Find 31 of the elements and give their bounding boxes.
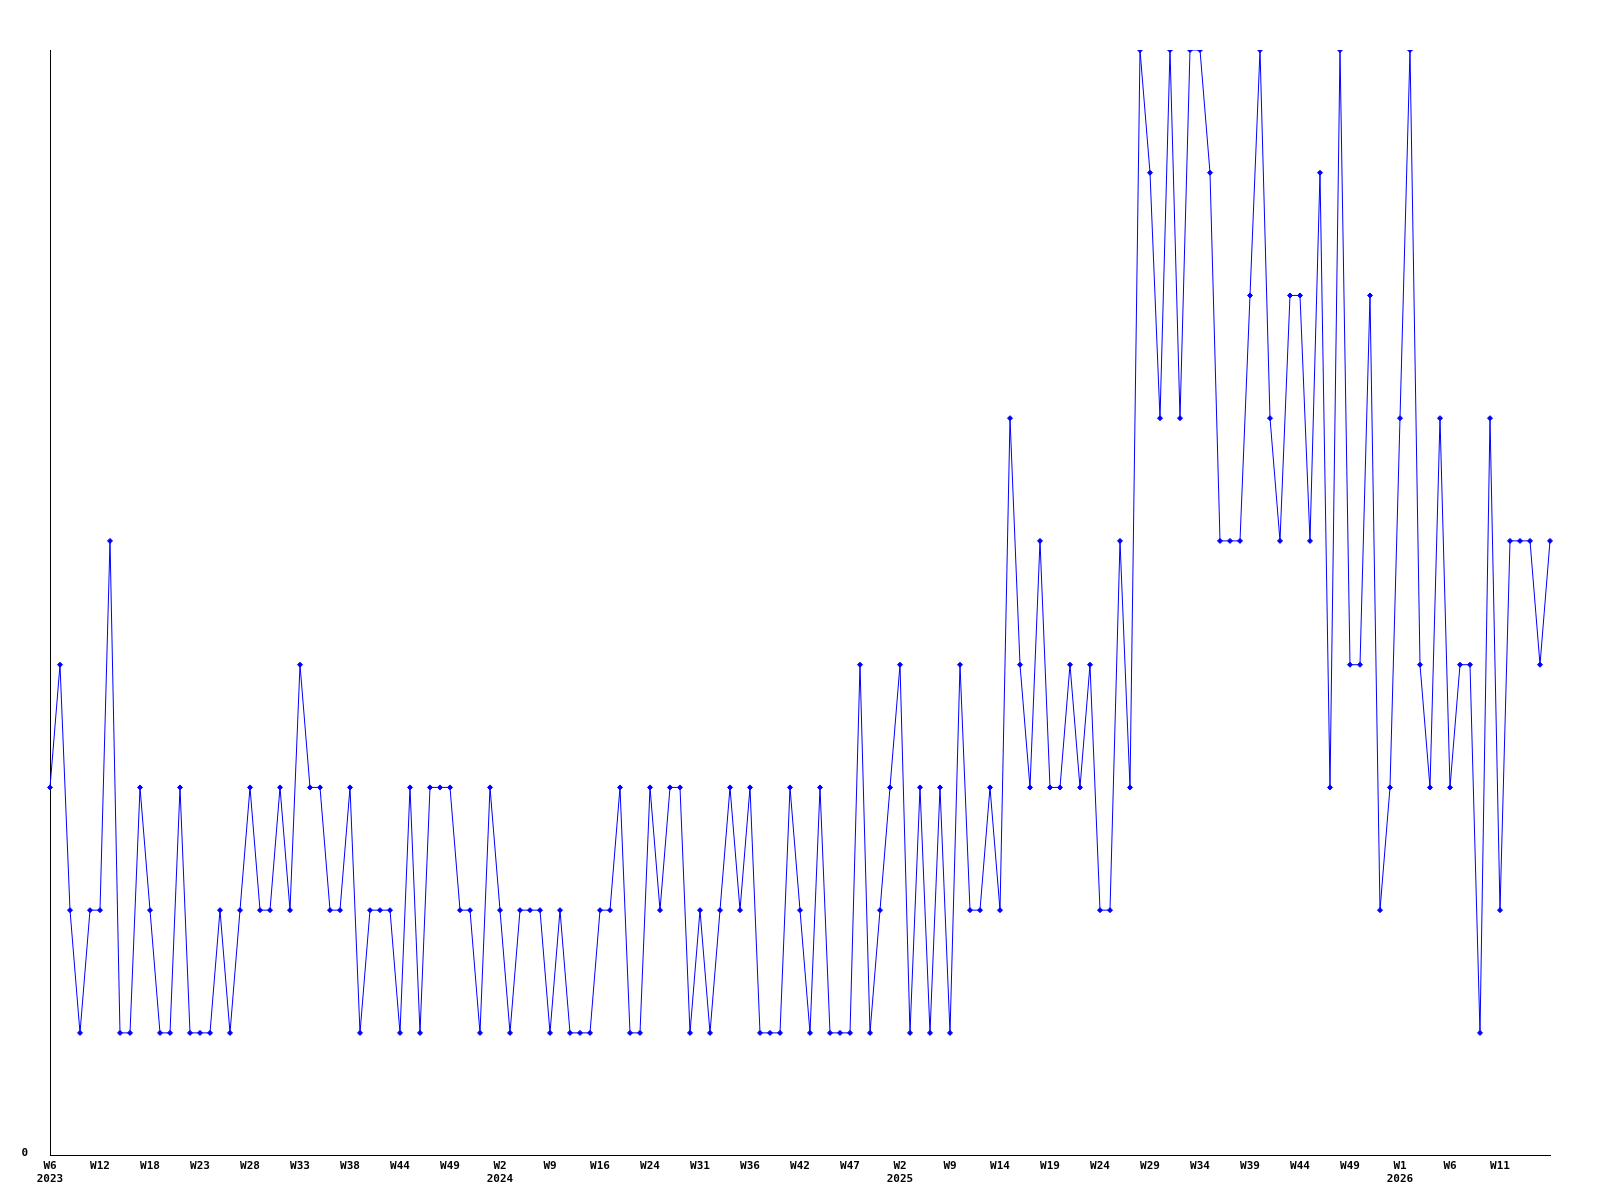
x-tick-label: W28	[240, 1159, 260, 1173]
x-tick-label: W36	[740, 1159, 761, 1173]
x-tick-label: W9	[943, 1159, 957, 1173]
x-tick-label: W49	[1340, 1159, 1360, 1173]
x-tick-label: W49	[440, 1159, 460, 1173]
x-tick-label: W42	[790, 1159, 810, 1173]
x-tick-label: W34	[1190, 1159, 1211, 1173]
text: 0	[21, 1146, 28, 1160]
x-tick-label: W2 2025	[886, 1159, 914, 1186]
x-tick-label: W47	[840, 1159, 860, 1173]
x-tick-label: W6 2023	[36, 1159, 64, 1186]
x-tick-label: W38	[340, 1159, 360, 1173]
x-tick-label: W9	[543, 1159, 557, 1173]
x-tick-label: W2 2024	[486, 1159, 514, 1186]
x-tick-label: W16	[590, 1159, 611, 1173]
x-tick-label: W31	[690, 1159, 711, 1173]
x-tick-label: W1 2026	[1386, 1159, 1414, 1186]
x-tick-label: W6	[1443, 1159, 1457, 1173]
x-tick-label: W24	[1090, 1159, 1111, 1173]
x-tick-label: W24	[640, 1159, 661, 1173]
x-tick-label: W44	[390, 1159, 411, 1173]
x-tick-label: W44	[1290, 1159, 1311, 1173]
x-tick-label: W39	[1240, 1159, 1260, 1173]
x-tick-label: W12	[90, 1159, 110, 1173]
x-tick-label: W23	[190, 1159, 210, 1173]
x-tick-label: W33	[290, 1159, 310, 1173]
x-tick-label: W29	[1140, 1159, 1160, 1173]
x-tick-label: W18	[140, 1159, 160, 1173]
x-tick-label: W19	[1040, 1159, 1060, 1173]
x-tick-label: W14	[990, 1159, 1011, 1173]
x-tick-label: W11	[1490, 1159, 1511, 1173]
